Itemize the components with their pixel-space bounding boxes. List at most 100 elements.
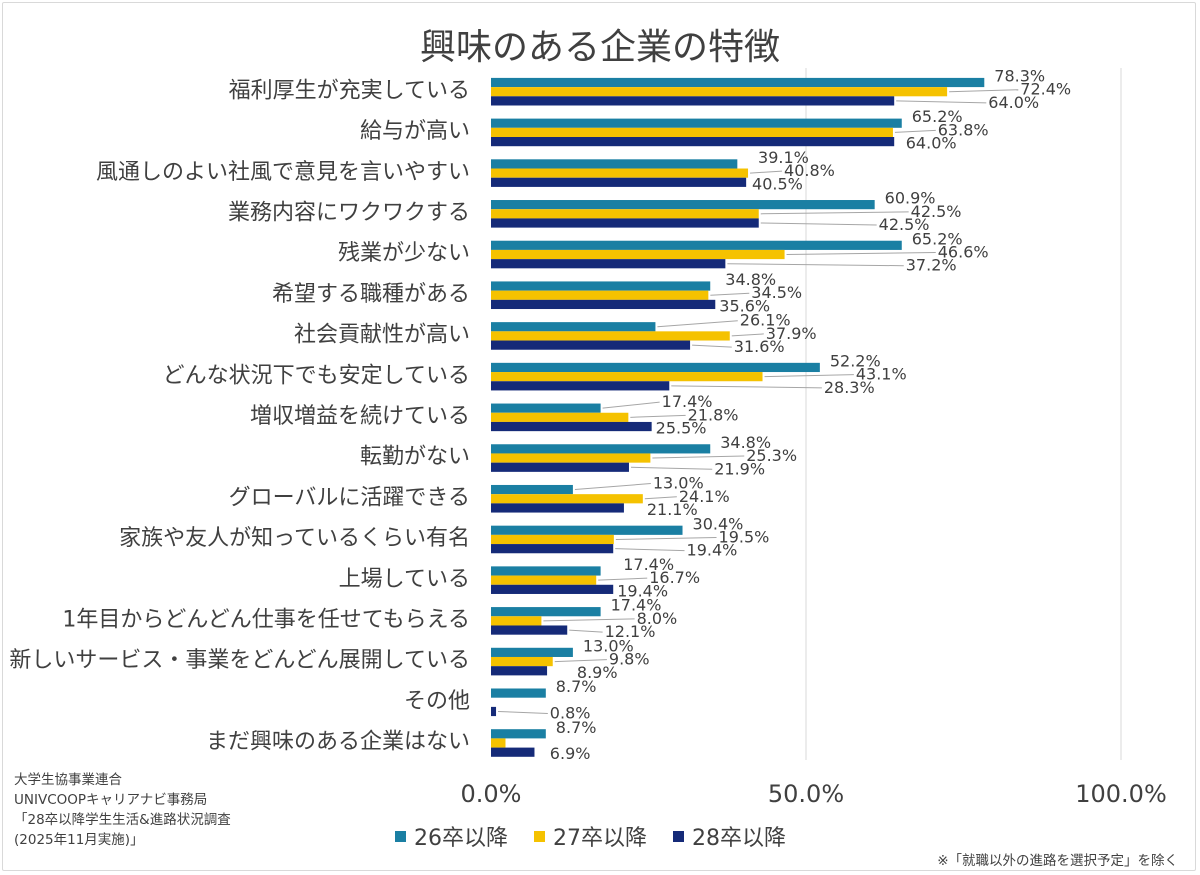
bar xyxy=(491,616,542,626)
data-label: 8.9% xyxy=(577,663,618,682)
label-leader xyxy=(498,710,548,714)
bar xyxy=(491,340,691,350)
data-label: 8.7% xyxy=(556,677,597,696)
data-label: 35.6% xyxy=(719,296,770,315)
category-label: どんな状況下でも安定している xyxy=(163,363,470,388)
bar xyxy=(491,259,726,269)
source-line: 大学生協事業連合 xyxy=(14,772,122,788)
bar xyxy=(491,494,643,504)
bar xyxy=(491,249,785,260)
category-label: 社会貢献性が高い xyxy=(294,323,470,348)
bar xyxy=(491,118,902,128)
bar xyxy=(491,96,895,106)
bar xyxy=(491,290,709,300)
label-leader xyxy=(731,333,764,337)
data-label: 21.8% xyxy=(688,405,739,424)
data-label: 39.1% xyxy=(758,148,809,167)
label-leader xyxy=(598,577,648,581)
data-label: 64.0% xyxy=(988,93,1039,112)
data-label: 63.8% xyxy=(938,120,989,139)
label-leader xyxy=(652,455,745,459)
bar xyxy=(491,656,553,667)
data-label: 6.9% xyxy=(550,744,591,763)
bar xyxy=(491,168,749,178)
category-label: 転勤がない xyxy=(360,445,470,470)
category-label: その他 xyxy=(404,689,470,714)
data-label: 9.8% xyxy=(609,650,650,669)
legend-item: 27卒以降 xyxy=(534,820,647,852)
data-label: 40.5% xyxy=(752,174,803,193)
data-label: 25.3% xyxy=(746,446,797,465)
data-label: 8.0% xyxy=(637,609,678,628)
data-label: 72.4% xyxy=(1020,80,1071,99)
label-leader xyxy=(786,252,936,256)
label-leader xyxy=(949,89,1019,93)
x-tick-label: 100.0% xyxy=(1075,780,1167,808)
bar xyxy=(491,209,759,219)
label-leader xyxy=(554,659,607,663)
data-label: 26.1% xyxy=(740,311,791,330)
label-leader xyxy=(543,618,635,622)
bar xyxy=(491,281,711,291)
label-leader xyxy=(644,496,677,500)
label-leader xyxy=(602,401,660,409)
category-label: 新しいサービス・事業をどんどん展開している xyxy=(9,648,470,673)
bar xyxy=(491,584,614,594)
label-leader xyxy=(657,320,738,328)
bar xyxy=(491,706,497,717)
bar xyxy=(491,666,548,676)
bar xyxy=(491,137,895,147)
bar xyxy=(491,218,759,228)
legend-label: 26卒以降 xyxy=(414,826,508,851)
bar xyxy=(491,331,730,341)
category-label: 風通しのよい社風で意見を言いやすい xyxy=(96,160,470,185)
data-label: 24.1% xyxy=(679,487,730,506)
label-leader xyxy=(630,466,713,470)
category-label: グローバルに活躍できる xyxy=(229,485,470,510)
label-leader xyxy=(692,344,732,348)
label-leader xyxy=(569,629,603,633)
chart-title: 興味のある企業の特徴 xyxy=(419,27,780,68)
bar xyxy=(491,177,747,187)
category-label: 給与が高い xyxy=(360,119,470,144)
bar xyxy=(491,534,614,545)
data-label: 19.4% xyxy=(687,541,738,560)
bar xyxy=(491,381,670,391)
data-label: 34.8% xyxy=(720,433,771,452)
label-leader xyxy=(615,548,685,552)
bar xyxy=(491,688,546,698)
bar xyxy=(491,322,656,332)
category-label: まだ興味のある企業はない xyxy=(206,730,470,755)
bar xyxy=(491,77,985,88)
category-label: 上場している xyxy=(339,567,470,592)
data-label: 17.4% xyxy=(623,555,674,574)
bar xyxy=(491,729,546,739)
label-leader xyxy=(894,129,936,133)
data-label: 16.7% xyxy=(649,568,700,587)
bar xyxy=(491,525,683,535)
data-label: 21.1% xyxy=(647,500,698,519)
bar xyxy=(491,412,629,422)
data-label: 40.8% xyxy=(784,161,835,180)
category-label: 希望する職種がある xyxy=(272,282,470,307)
data-label: 60.9% xyxy=(885,189,936,208)
data-label: 42.5% xyxy=(911,202,962,221)
bar xyxy=(491,444,711,454)
label-leader xyxy=(710,292,750,296)
bar xyxy=(491,403,601,413)
bar xyxy=(491,462,629,472)
data-label: 17.4% xyxy=(662,392,713,411)
legend-swatch-27 xyxy=(534,830,545,842)
data-label: 31.6% xyxy=(734,337,785,356)
label-leader xyxy=(764,374,854,378)
bar xyxy=(491,299,716,310)
legend-item: 28卒以降 xyxy=(673,820,786,852)
data-label: 43.1% xyxy=(856,365,907,384)
bar xyxy=(491,127,893,138)
data-label: 46.6% xyxy=(938,243,989,262)
bar xyxy=(491,87,948,97)
data-label: 17.4% xyxy=(611,596,662,615)
category-label: 福利厚生が充実している xyxy=(229,78,470,103)
data-label: 34.5% xyxy=(751,283,802,302)
